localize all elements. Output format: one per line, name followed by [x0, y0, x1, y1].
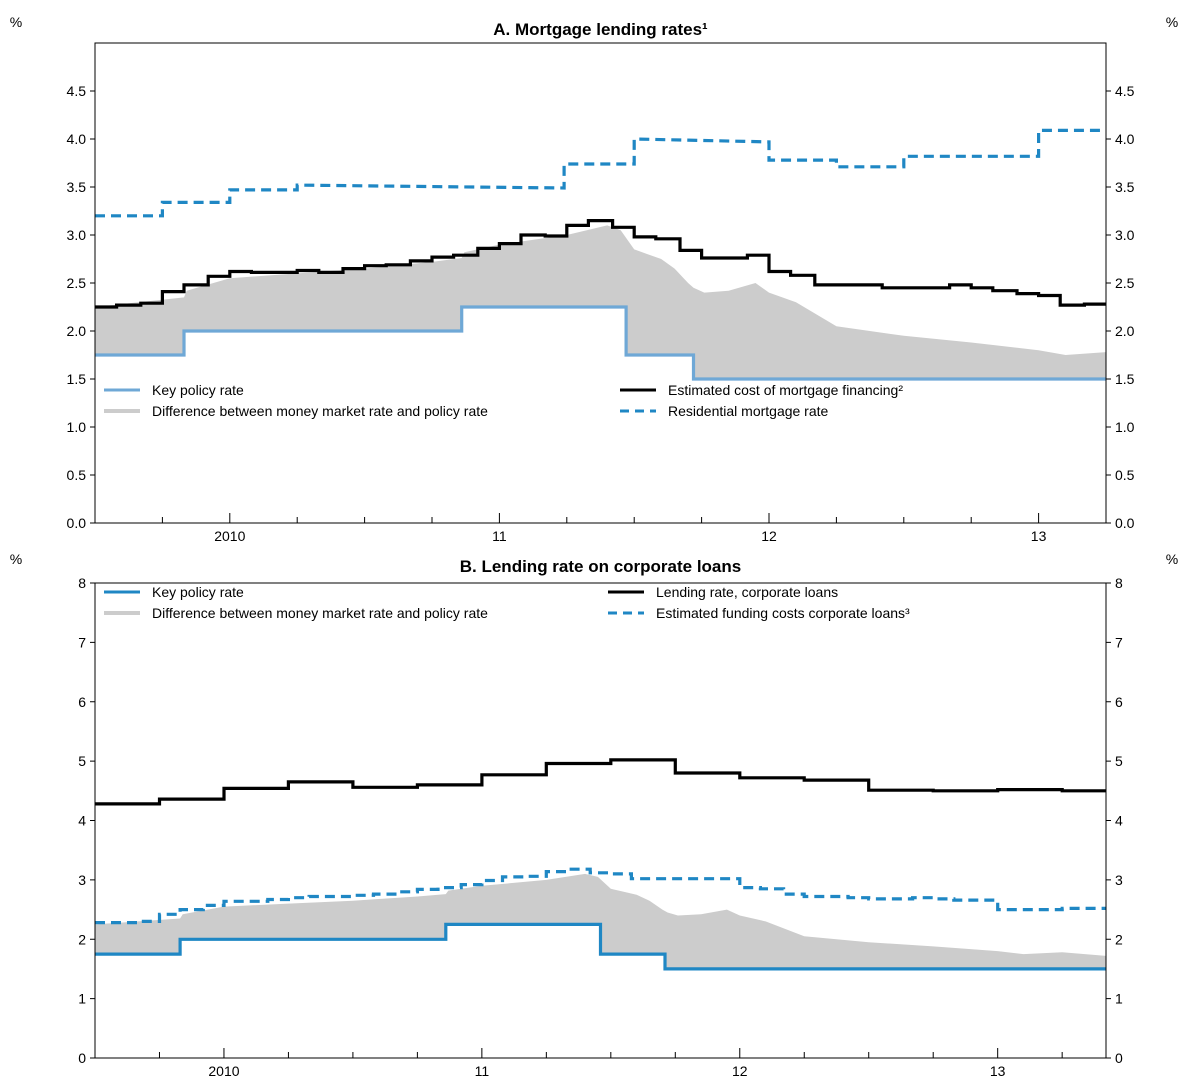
- panel-b-ytick-label-left: 6: [78, 694, 86, 710]
- panel-a-xtick-label: 13: [1031, 528, 1047, 544]
- panel-a-ytick-label-left: 4.0: [67, 131, 87, 147]
- panel-a-legend-label-mortgage: Residential mortgage rate: [668, 403, 829, 419]
- panel-a-series-diff-area: [95, 225, 1106, 379]
- panel-b-ytick-label-left: 0: [78, 1050, 86, 1066]
- panel-b-series-lending-line: [95, 758, 1106, 806]
- panel-a-ytick-label-left: 2.0: [67, 323, 87, 339]
- panel-b-xtick-label: 2010: [208, 1063, 239, 1079]
- panel-a-ytick-label-right: 0.5: [1115, 467, 1135, 483]
- panel-a-ytick-label-right: 2.0: [1115, 323, 1135, 339]
- panel-b-ytick-label-left: 4: [78, 813, 86, 829]
- panel-a-ytick-label-right: 2.5: [1115, 275, 1135, 291]
- panel-a-xtick-label: 12: [761, 528, 777, 544]
- panel-b-ytick-label-right: 1: [1115, 991, 1123, 1007]
- panel-a-ytick-label-right: 1.0: [1115, 419, 1135, 435]
- panel-a-xtick-label: 11: [492, 528, 507, 544]
- panel-a-plot-area: [95, 128, 1106, 381]
- panel-a-ylabel-right: %: [1166, 14, 1178, 30]
- panel-a-ylabel-left: %: [10, 14, 22, 30]
- panel-a-series-cost-line: [95, 219, 1106, 309]
- panel-a-ytick-label-left: 4.5: [67, 83, 87, 99]
- panel-a-ytick-label-left: 0.0: [67, 515, 87, 531]
- panel-b-plot-area: [95, 758, 1106, 971]
- panel-a-ytick-label-left: 1.5: [67, 371, 87, 387]
- panel-b-frame: [94, 582, 1107, 1059]
- panel-b-legend-label-lending: Lending rate, corporate loans: [656, 584, 838, 600]
- panel-b-ytick-label-right: 7: [1115, 634, 1123, 650]
- panel-b-ytick-label-right: 3: [1115, 872, 1123, 888]
- panel-b-xtick-label: 11: [475, 1063, 490, 1079]
- panel-b-ytick-label-left: 3: [78, 872, 86, 888]
- panel-a-xtick-label: 2010: [214, 528, 245, 544]
- panel-b-series-policy-line: [95, 922, 1106, 971]
- panel-b-ytick-label-left: 5: [78, 753, 86, 769]
- panel-a-ytick-label-right: 3.5: [1115, 179, 1135, 195]
- panel-b-ytick-label-left: 7: [78, 634, 86, 650]
- panel-b-ytick-label-right: 8: [1115, 575, 1123, 591]
- panel-b-series-diff-area: [95, 873, 1106, 969]
- panel-a-ytick-label-right: 1.5: [1115, 371, 1135, 387]
- panel-b-legend-label-diff: Difference between money market rate and…: [152, 605, 488, 621]
- panel-b-title: B. Lending rate on corporate loans: [460, 557, 741, 576]
- panel-b-ytick-label-right: 5: [1115, 753, 1123, 769]
- panel-a-ytick-label-left: 0.5: [67, 467, 87, 483]
- panel-b-legend-label-policy: Key policy rate: [152, 584, 244, 600]
- panel-b: B. Lending rate on corporate loans% %0 01 1…: [10, 551, 1178, 1079]
- panel-b-ytick-label-right: 0: [1115, 1050, 1123, 1066]
- panel-b-xtick-label: 13: [990, 1063, 1006, 1079]
- panel-b-ylabel-right: %: [1166, 551, 1178, 567]
- panel-a-ytick-label-left: 3.5: [67, 179, 87, 195]
- panel-b-ytick-label-right: 4: [1115, 813, 1123, 829]
- panel-a-title: A. Mortgage lending rates¹: [493, 20, 708, 39]
- panel-a-legend-label-policy: Key policy rate: [152, 382, 244, 398]
- panel-b-ytick-label-left: 2: [78, 931, 86, 947]
- panel-b-series-funding-line: [95, 867, 1106, 925]
- panel-b-xtick-label: 12: [732, 1063, 748, 1079]
- panel-b-ylabel-left: %: [10, 551, 22, 567]
- panel-b-legend-label-funding: Estimated funding costs corporate loans³: [656, 605, 910, 621]
- panel-a-legend-label-cost: Estimated cost of mortgage financing²: [668, 382, 903, 398]
- panel-b-ytick-label-right: 2: [1115, 931, 1123, 947]
- panel-a-series-mortgage-line: [95, 128, 1106, 218]
- panel-a-ytick-label-right: 4.0: [1115, 131, 1135, 147]
- panel-b-ytick-label-left: 1: [78, 991, 86, 1007]
- panel-b-ytick-label-right: 6: [1115, 694, 1123, 710]
- panel-a-series-policy-line: [95, 305, 1106, 381]
- panel-a-ytick-label-left: 2.5: [67, 275, 87, 291]
- panel-a-ytick-label-left: 1.0: [67, 419, 87, 435]
- panel-b-ytick-label-left: 8: [78, 575, 86, 591]
- panel-a-ytick-label-left: 3.0: [67, 227, 87, 243]
- panel-a-ytick-label-right: 0.0: [1115, 515, 1135, 531]
- panel-a: A. Mortgage lending rates¹% % 0.0 0.0 0.5 0.5…: [10, 14, 1178, 544]
- panel-a-ytick-label-right: 4.5: [1115, 83, 1135, 99]
- panel-a-ytick-label-right: 3.0: [1115, 227, 1135, 243]
- panel-a-legend-label-diff: Difference between money market rate and…: [152, 403, 488, 419]
